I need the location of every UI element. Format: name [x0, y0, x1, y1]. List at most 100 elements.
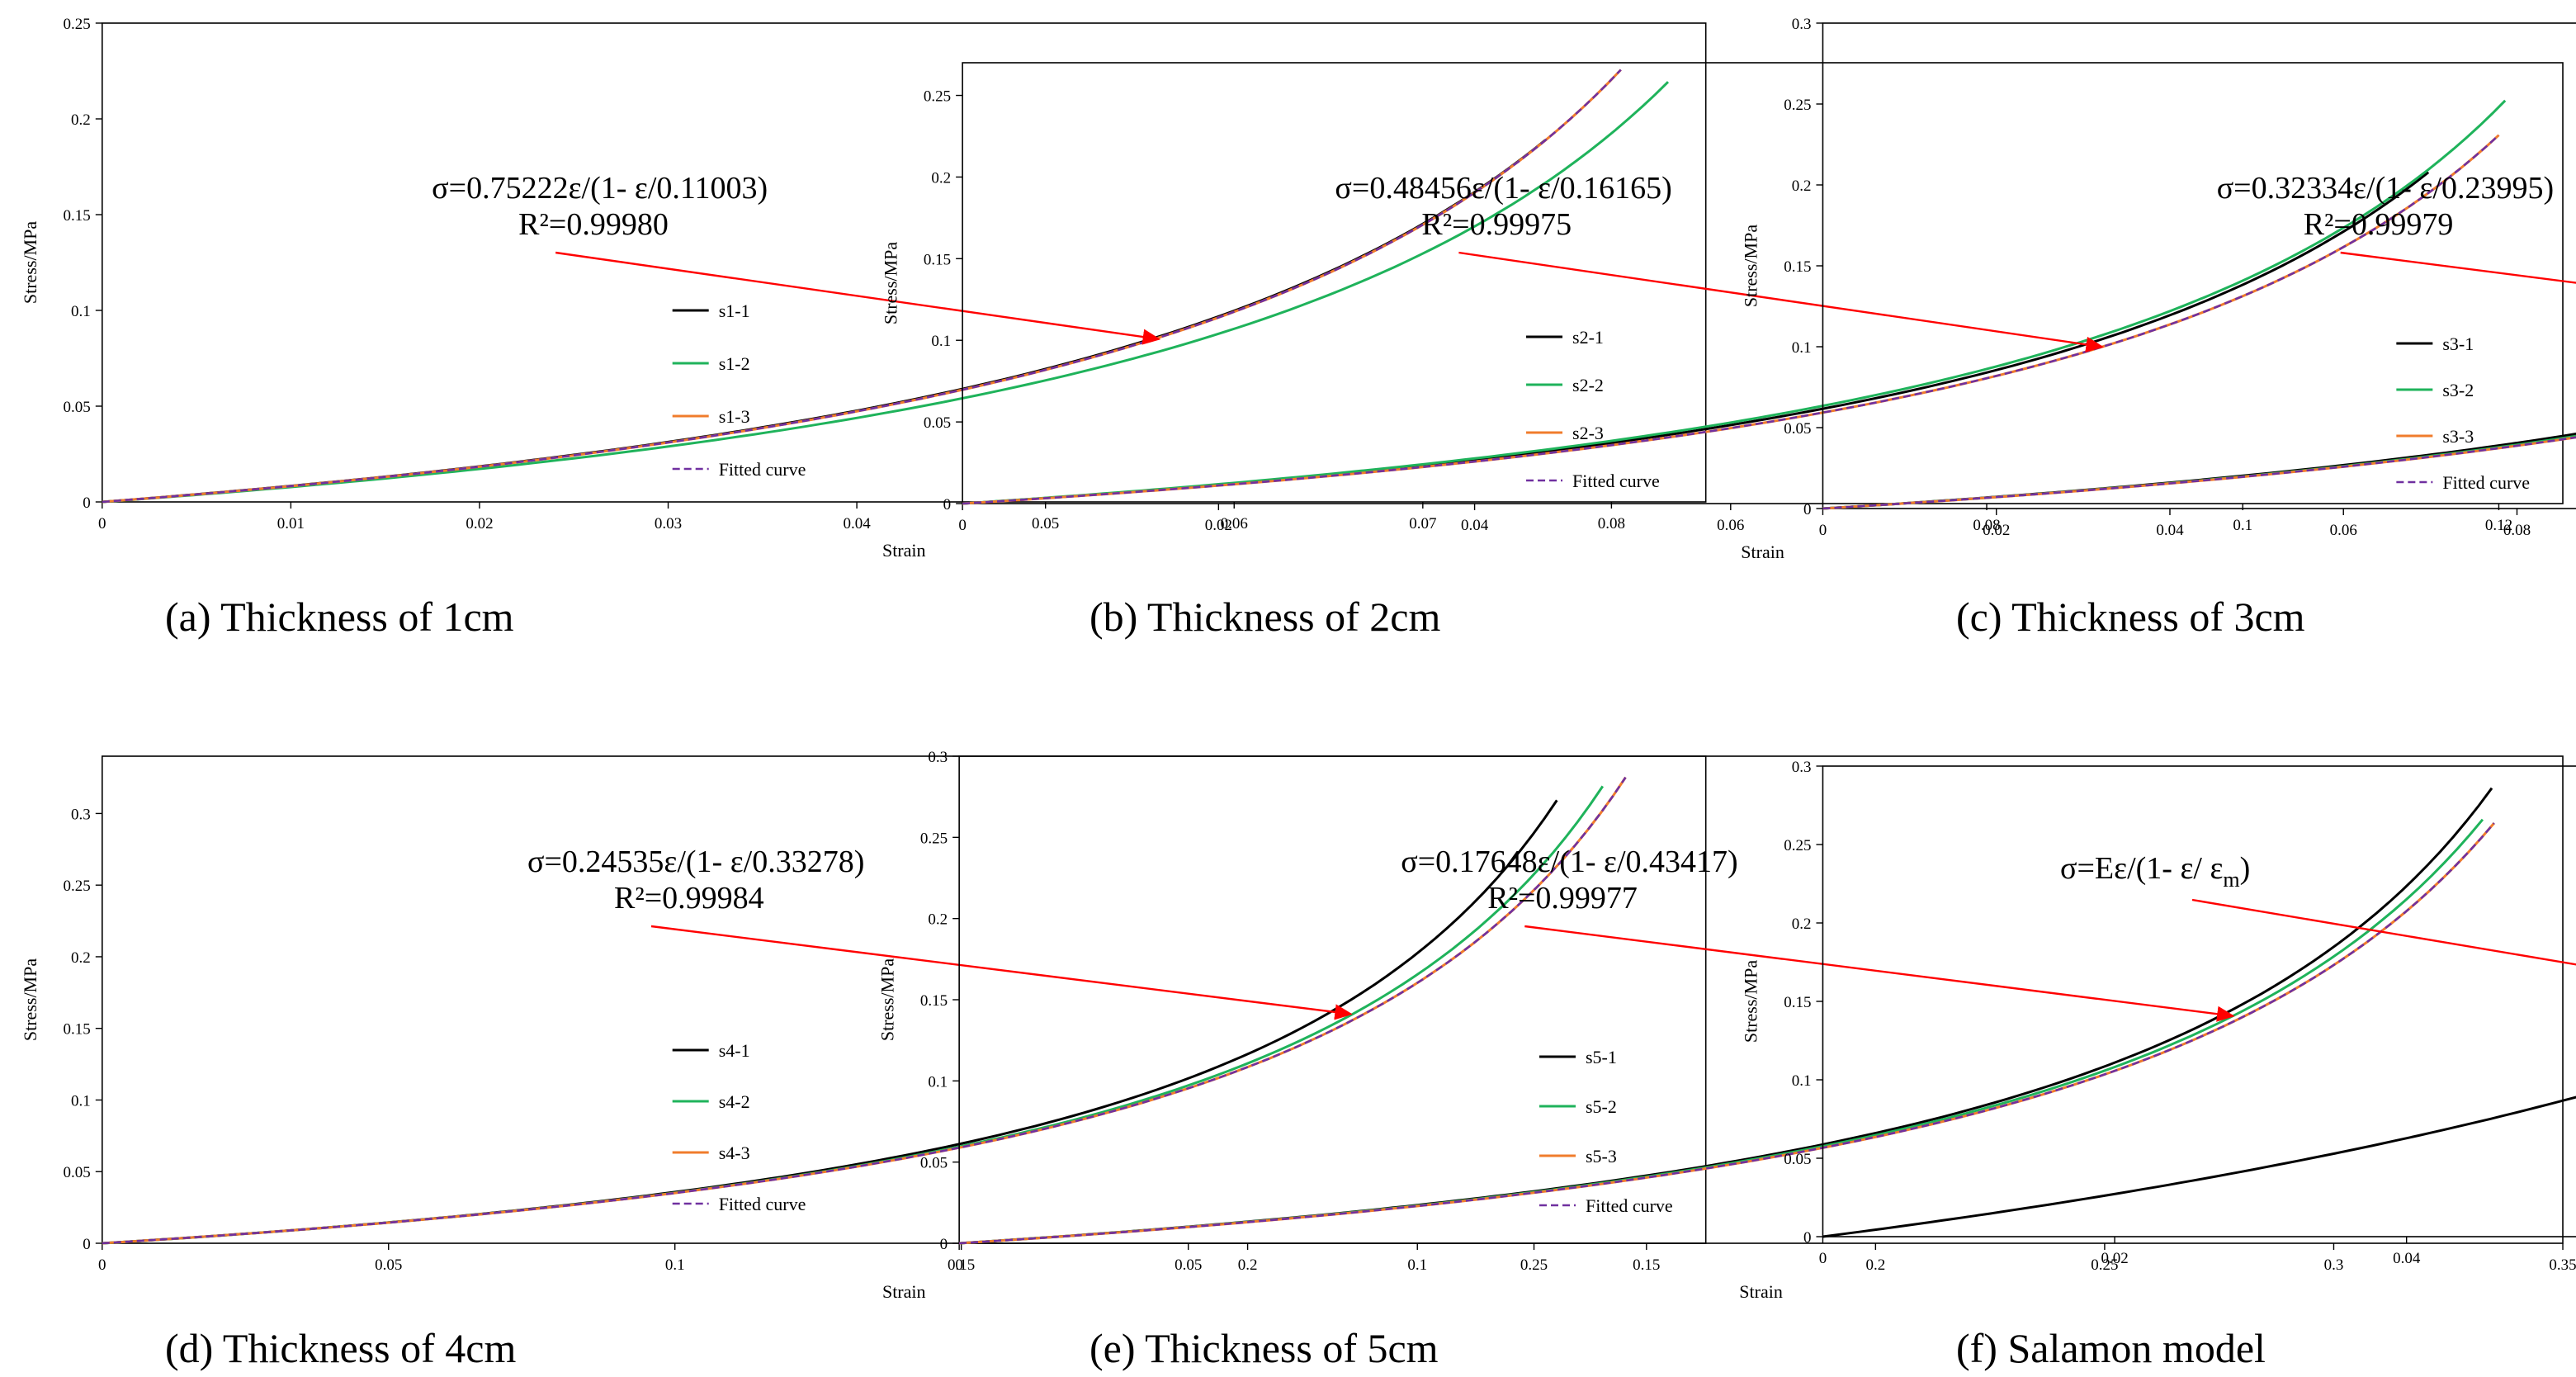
legend-label: s2-2	[1572, 375, 1604, 395]
x-tick-label: 0	[955, 1256, 963, 1274]
x-tick-label: 0.07	[1409, 515, 1436, 532]
x-tick-label: 0.04	[1461, 517, 1489, 534]
y-tick-label: 0.2	[71, 111, 91, 129]
y-tick-label: 0.2	[71, 949, 91, 967]
annotation-arrow	[1524, 925, 2235, 1022]
y-axis-label: Stress/MPa	[877, 958, 897, 1041]
legend-label: s1-3	[719, 406, 750, 427]
panel-caption: (f) Salamon model	[1956, 1325, 2266, 1371]
y-tick-label: 0.15	[1784, 258, 1811, 276]
x-tick-label: 0.25	[2091, 1256, 2118, 1274]
y-tick-label: 0	[943, 496, 952, 513]
series-line-s1-1	[102, 139, 1547, 504]
y-tick-label: 0.3	[1792, 759, 1812, 776]
x-tick-label: 0.02	[466, 515, 493, 532]
series-line-s2-1	[962, 171, 2430, 505]
equation-text: σ=Eε/(1- ε/ ε	[2060, 851, 2223, 886]
x-tick-label: 0.02	[1983, 522, 2010, 539]
y-tick-label: 0.1	[71, 303, 91, 320]
plot-frame	[102, 755, 1707, 1244]
plot-frame	[1822, 765, 2576, 1237]
legend-label: s3-1	[2442, 334, 2474, 354]
y-tick-label: 0.2	[1792, 177, 1812, 195]
y-axis-label: Stress/MPa	[20, 958, 40, 1041]
x-tick-label: 0	[958, 517, 967, 534]
series-line-s1-2	[102, 81, 1670, 504]
r2-label: R²=0.99984	[614, 881, 764, 916]
r2-label: R²=0.99979	[2304, 207, 2454, 242]
annotation-arrow	[555, 251, 1161, 345]
series-line-fitted-curve	[102, 69, 1622, 504]
panel-caption: (d) Thickness of 4cm	[165, 1325, 516, 1371]
y-tick-label: 0.25	[920, 830, 948, 847]
equation-text: σ=0.48456ε/(1- ε/0.16165)	[1335, 171, 1671, 206]
x-axis-label: Strain	[882, 540, 926, 561]
series-line-fitted-curve	[959, 822, 2495, 1245]
x-tick-label: 0.1	[1407, 1256, 1427, 1274]
r2-label: R²=0.99975	[1421, 207, 1572, 242]
y-tick-label: 0.25	[64, 16, 91, 33]
panel-e: 0 0.05 0.1 0.15 0.2 0.25 0.3 0.35 0 0.05 0.1 0.15 0.…	[877, 749, 2576, 1371]
x-tick-label: 0.25	[1520, 1256, 1548, 1274]
y-tick-label: 0.05	[1784, 1151, 1811, 1168]
legend-label: Fitted curve	[2442, 472, 2530, 493]
legend-label: Fitted curve	[1572, 471, 1660, 491]
equation-text: σ=0.24535ε/(1- ε/0.33278)	[527, 845, 864, 879]
x-tick-label: 0.12	[2485, 517, 2512, 534]
x-tick-label: 0	[1819, 1250, 1827, 1267]
x-tick-label: 0.1	[665, 1256, 685, 1274]
x-tick-label: 0	[98, 515, 106, 532]
y-tick-label: 0.05	[1784, 420, 1811, 438]
y-tick-label: 0.3	[71, 806, 91, 823]
y-tick-label: 0.2	[1792, 916, 1812, 933]
x-tick-label: 0.05	[1032, 515, 1059, 532]
panel-f: 00.020.040.060.080.100.050.10.150.20.250…	[1741, 759, 2576, 1371]
equation-close: )	[2240, 851, 2251, 886]
x-tick-label: 0.04	[843, 515, 871, 532]
y-axis-label: Stress/MPa	[1741, 960, 1761, 1043]
series-line-s5-3	[959, 822, 2495, 1245]
series-line-s1-3	[102, 69, 1622, 504]
legend-label: s4-3	[719, 1143, 750, 1163]
x-tick-label: 0.02	[2101, 1250, 2128, 1267]
equation-label: σ=0.24535ε/(1- ε/0.33278)	[527, 845, 864, 879]
x-tick-label: 0.15	[1633, 1256, 1660, 1274]
x-tick-label: 0.1	[2233, 517, 2252, 534]
legend-label: s3-2	[2442, 380, 2474, 400]
x-tick-label: 0	[98, 1256, 106, 1274]
y-tick-label: 0.1	[931, 333, 951, 350]
y-tick-label: 0.2	[928, 911, 948, 929]
legend-label: s2-3	[1572, 423, 1604, 443]
equation-label: σ=Eε/(1- ε/ εm)	[2060, 851, 2250, 892]
y-tick-label: 0	[1803, 1229, 1812, 1247]
x-axis-label: Strain	[1739, 1281, 1783, 1302]
y-tick-label: 0.15	[924, 251, 951, 268]
r2-label: R²=0.99977	[1487, 881, 1638, 916]
series-line-fitted-curve	[1822, 436, 2576, 510]
legend-label: Fitted curve	[719, 1194, 806, 1214]
panel-d: 0 0.05 0.1 0.15 0.2 0.25 0 0.05 0.1 0.15 0.2 0.25 0.…	[20, 755, 1707, 1371]
x-tick-label: 0.04	[2156, 522, 2184, 539]
legend-label: s5-2	[1586, 1096, 1617, 1117]
legend-label: s1-2	[719, 353, 750, 374]
legend-label: s1-1	[719, 300, 750, 321]
y-axis-label: Stress/MPa	[20, 221, 40, 304]
panel-caption: (b) Thickness of 2cm	[1089, 594, 1440, 640]
x-tick-label: 0.35	[2549, 1256, 2576, 1274]
series-line-fitted-curve	[962, 134, 2500, 505]
x-tick-label: 0.08	[1598, 515, 1625, 532]
x-tick-label: 0.06	[1717, 517, 1744, 534]
equation-label: σ=0.48456ε/(1- ε/0.16165)	[1335, 171, 1671, 206]
equation-label: σ=0.17648ε/(1- ε/0.43417)	[1401, 845, 1737, 879]
y-tick-label: 0.25	[1784, 97, 1811, 114]
annotation-arrow	[2191, 898, 2576, 966]
y-tick-label: 0.1	[1792, 339, 1812, 357]
x-tick-label: 0.02	[1205, 517, 1232, 534]
y-tick-label: 0.2	[931, 169, 951, 187]
x-axis-label: Strain	[882, 1281, 926, 1302]
y-tick-label: 0.05	[920, 1155, 948, 1172]
series-line-s3-1	[1822, 433, 2576, 510]
legend-label: s4-1	[719, 1040, 750, 1061]
y-axis-label: Stress/MPa	[880, 242, 900, 324]
legend-label: s5-1	[1586, 1047, 1617, 1067]
